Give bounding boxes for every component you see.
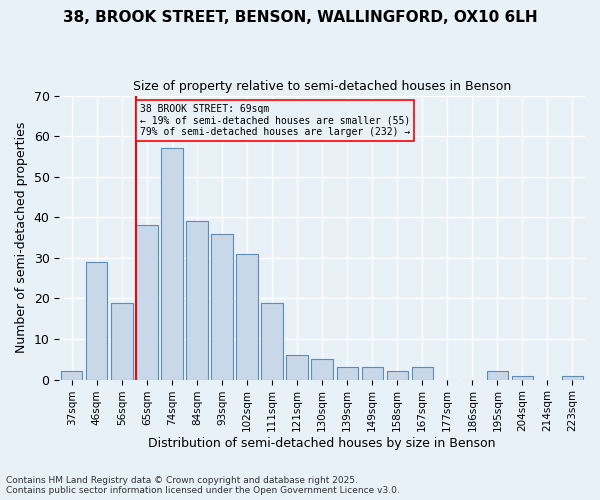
Bar: [337, 368, 358, 380]
Bar: [262, 302, 283, 380]
Bar: [286, 356, 308, 380]
Bar: [562, 376, 583, 380]
Bar: [61, 372, 82, 380]
Bar: [111, 302, 133, 380]
Text: 38 BROOK STREET: 69sqm
← 19% of semi-detached houses are smaller (55)
79% of sem: 38 BROOK STREET: 69sqm ← 19% of semi-det…: [140, 104, 410, 137]
Bar: [161, 148, 182, 380]
Bar: [187, 222, 208, 380]
X-axis label: Distribution of semi-detached houses by size in Benson: Distribution of semi-detached houses by …: [148, 437, 496, 450]
Y-axis label: Number of semi-detached properties: Number of semi-detached properties: [15, 122, 28, 354]
Text: 38, BROOK STREET, BENSON, WALLINGFORD, OX10 6LH: 38, BROOK STREET, BENSON, WALLINGFORD, O…: [62, 10, 538, 25]
Bar: [136, 226, 158, 380]
Bar: [211, 234, 233, 380]
Bar: [236, 254, 257, 380]
Bar: [412, 368, 433, 380]
Bar: [487, 372, 508, 380]
Bar: [386, 372, 408, 380]
Bar: [86, 262, 107, 380]
Title: Size of property relative to semi-detached houses in Benson: Size of property relative to semi-detach…: [133, 80, 511, 93]
Bar: [512, 376, 533, 380]
Bar: [311, 360, 333, 380]
Bar: [362, 368, 383, 380]
Text: Contains HM Land Registry data © Crown copyright and database right 2025.
Contai: Contains HM Land Registry data © Crown c…: [6, 476, 400, 495]
